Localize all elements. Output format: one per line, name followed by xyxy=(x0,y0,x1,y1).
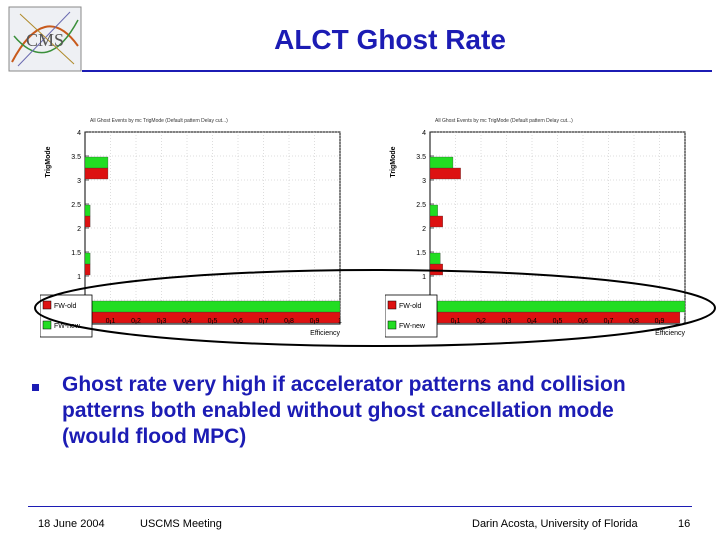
x-axis-label: Efficiency xyxy=(310,330,340,337)
cms-logo: CMS xyxy=(8,6,82,72)
legend-label-fw-new: FW-new xyxy=(54,323,81,330)
footer-date: 18 June 2004 xyxy=(38,518,105,530)
bar-fw-new xyxy=(429,156,454,169)
footer-author: Darin Acosta, University of Florida xyxy=(472,518,638,530)
legend-swatch-fw-old xyxy=(42,300,52,310)
bar-fw-new xyxy=(84,156,109,169)
x-tick-label: 0.6 xyxy=(578,318,588,325)
x-tick-label: 0.2 xyxy=(131,318,141,325)
legend-label-fw-old: FW-old xyxy=(54,303,77,310)
x-tick-label: 0.5 xyxy=(208,318,218,325)
bar-fw-old xyxy=(429,215,443,228)
x-tick-label: 0.7 xyxy=(259,318,269,325)
footer-divider xyxy=(28,506,692,507)
y-axis-label: TrigMode xyxy=(45,146,52,177)
x-tick-label: 0.3 xyxy=(157,318,167,325)
logo-text: CMS xyxy=(26,30,64,50)
y-tick-label: 1.5 xyxy=(416,250,426,257)
x-tick-label: 0.7 xyxy=(604,318,614,325)
x-tick-label: 0.5 xyxy=(553,318,563,325)
y-tick-label: 1 xyxy=(422,274,426,281)
x-tick-label: 1 xyxy=(338,318,342,325)
legend-label-fw-old: FW-old xyxy=(399,303,422,310)
x-tick-label: 0.6 xyxy=(233,318,243,325)
bar-fw-old xyxy=(84,215,91,228)
legend-swatch-fw-new xyxy=(387,320,397,330)
bar-fw-old xyxy=(429,167,461,180)
x-tick-label: 0.2 xyxy=(476,318,486,325)
x-tick-label: 1 xyxy=(683,318,687,325)
y-tick-label: 2 xyxy=(77,226,81,233)
chart-left: All Ghost Events by mc TrigMode (Default… xyxy=(40,118,342,338)
x-tick-label: 0.9 xyxy=(310,318,320,325)
y-tick-label: 2.5 xyxy=(416,202,426,209)
y-tick-label: 3 xyxy=(77,178,81,185)
y-tick-label: 3.5 xyxy=(71,154,81,161)
y-tick-label: 2.5 xyxy=(71,202,81,209)
y-tick-label: 3.5 xyxy=(416,154,426,161)
x-tick-label: 0.4 xyxy=(527,318,537,325)
title-divider xyxy=(82,70,712,72)
x-tick-label: 0.1 xyxy=(451,318,461,325)
bar-fw-new xyxy=(84,252,91,265)
highlight-oval xyxy=(34,269,716,347)
y-tick-label: 3 xyxy=(422,178,426,185)
legend-swatch-fw-old xyxy=(387,300,397,310)
chart-right: All Ghost Events by mc TrigMode (Default… xyxy=(385,118,687,338)
y-tick-label: 1 xyxy=(77,274,81,281)
x-tick-label: 0.4 xyxy=(182,318,192,325)
legend-label-fw-new: FW-new xyxy=(399,323,426,330)
bar-fw-new xyxy=(429,204,438,217)
bullet-text: Ghost rate very high if accelerator patt… xyxy=(62,373,626,448)
x-axis-label: Efficiency xyxy=(655,330,685,337)
y-tick-label: 4 xyxy=(422,130,426,137)
x-tick-label: 0.8 xyxy=(284,318,294,325)
bullet-marker xyxy=(32,384,39,391)
footer-page-number: 16 xyxy=(678,518,691,530)
y-tick-label: 2 xyxy=(422,226,426,233)
y-tick-label: 1.5 xyxy=(71,250,81,257)
bar-fw-new xyxy=(84,204,91,217)
y-axis-label: TrigMode xyxy=(390,146,397,177)
x-tick-label: 0.9 xyxy=(655,318,665,325)
chart-header: All Ghost Events by mc TrigMode (Default… xyxy=(435,118,573,124)
x-tick-label: 0.1 xyxy=(106,318,116,325)
x-tick-label: 0.3 xyxy=(502,318,512,325)
bar-fw-old xyxy=(84,167,109,180)
slide-title: ALCT Ghost Rate xyxy=(274,24,506,55)
footer-meeting: USCMS Meeting xyxy=(140,518,222,530)
chart-header: All Ghost Events by mc TrigMode (Default… xyxy=(90,118,228,124)
legend-swatch-fw-new xyxy=(42,320,52,330)
y-tick-label: 4 xyxy=(77,130,81,137)
bar-fw-new xyxy=(429,252,441,265)
x-tick-label: 0.8 xyxy=(629,318,639,325)
